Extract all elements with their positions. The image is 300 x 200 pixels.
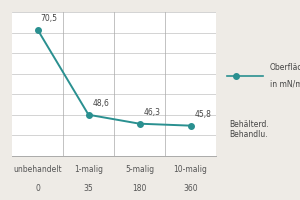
Text: 46,3: 46,3 <box>144 108 161 117</box>
Text: Behälterd.
Behandlu.: Behälterd. Behandlu. <box>230 120 269 139</box>
Text: 180: 180 <box>132 184 147 193</box>
Text: 35: 35 <box>84 184 93 193</box>
Text: unbehandelt: unbehandelt <box>13 165 62 174</box>
Text: 1-malig: 1-malig <box>74 165 103 174</box>
Text: 10-malig: 10-malig <box>174 165 207 174</box>
Text: 0: 0 <box>35 184 40 193</box>
Text: Oberfläch-: Oberfläch- <box>270 64 300 72</box>
Text: 360: 360 <box>183 184 198 193</box>
Text: 5-malig: 5-malig <box>125 165 154 174</box>
Text: 48,6: 48,6 <box>93 99 110 108</box>
Text: 70,5: 70,5 <box>40 14 57 23</box>
Text: 45,8: 45,8 <box>195 110 212 119</box>
Text: in mN/m: in mN/m <box>270 80 300 88</box>
